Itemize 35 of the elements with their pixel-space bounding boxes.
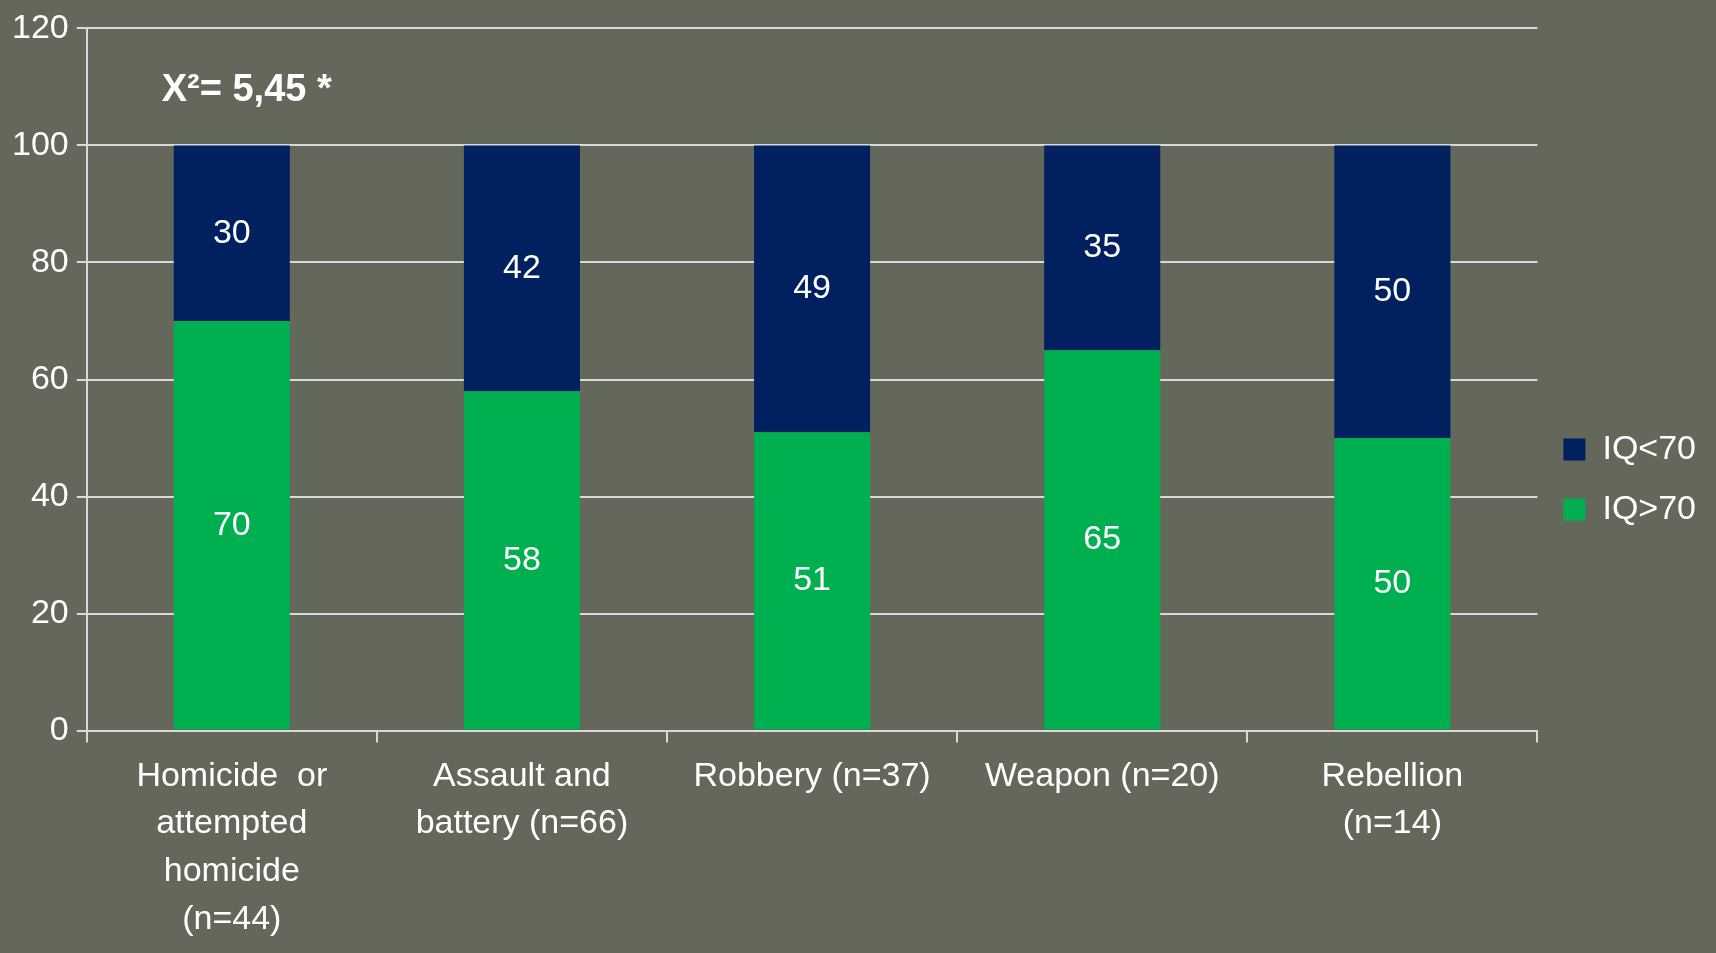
y-tick-label: 20 [30,591,69,630]
data-label: 50 [1373,562,1412,601]
y-tick-label: 60 [30,357,69,396]
bar [463,145,580,392]
y-tick-label: 80 [30,240,69,279]
y-tick-label: 40 [30,474,69,513]
x-tick-label: Homicide or attempted homicide (n=44) [136,754,328,936]
x-tick-label: Assault and battery (n=66) [415,754,629,841]
bar [1334,438,1451,730]
data-label: 49 [793,267,831,306]
data-label: 42 [503,246,541,285]
legend-label: IQ<70 [1602,427,1697,466]
data-label: 58 [503,538,541,577]
data-label: 70 [212,503,251,542]
x-tick-label: Robbery (n=37) [693,754,931,793]
bar [173,320,290,730]
data-label: 50 [1373,270,1412,309]
bar [1044,350,1161,730]
x-tick-label: Rebellion (n=14) [1321,754,1464,841]
bar [754,145,871,433]
bar [1334,145,1451,439]
y-tick-label: 100 [11,123,69,162]
bar [173,145,290,321]
bar [754,432,871,730]
y-tick-label: 0 [49,708,69,747]
data-label: 51 [793,559,831,598]
data-label: 65 [1083,518,1122,557]
x-tick-label: Weapon (n=20) [984,754,1220,793]
annotation: X²= 5,45 * [161,66,332,109]
bar [1044,145,1161,351]
legend-label: IQ>70 [1602,487,1697,526]
data-label: 35 [1083,226,1122,265]
data-label: 30 [212,211,251,250]
bar [463,391,580,730]
y-tick-label: 120 [11,6,69,45]
